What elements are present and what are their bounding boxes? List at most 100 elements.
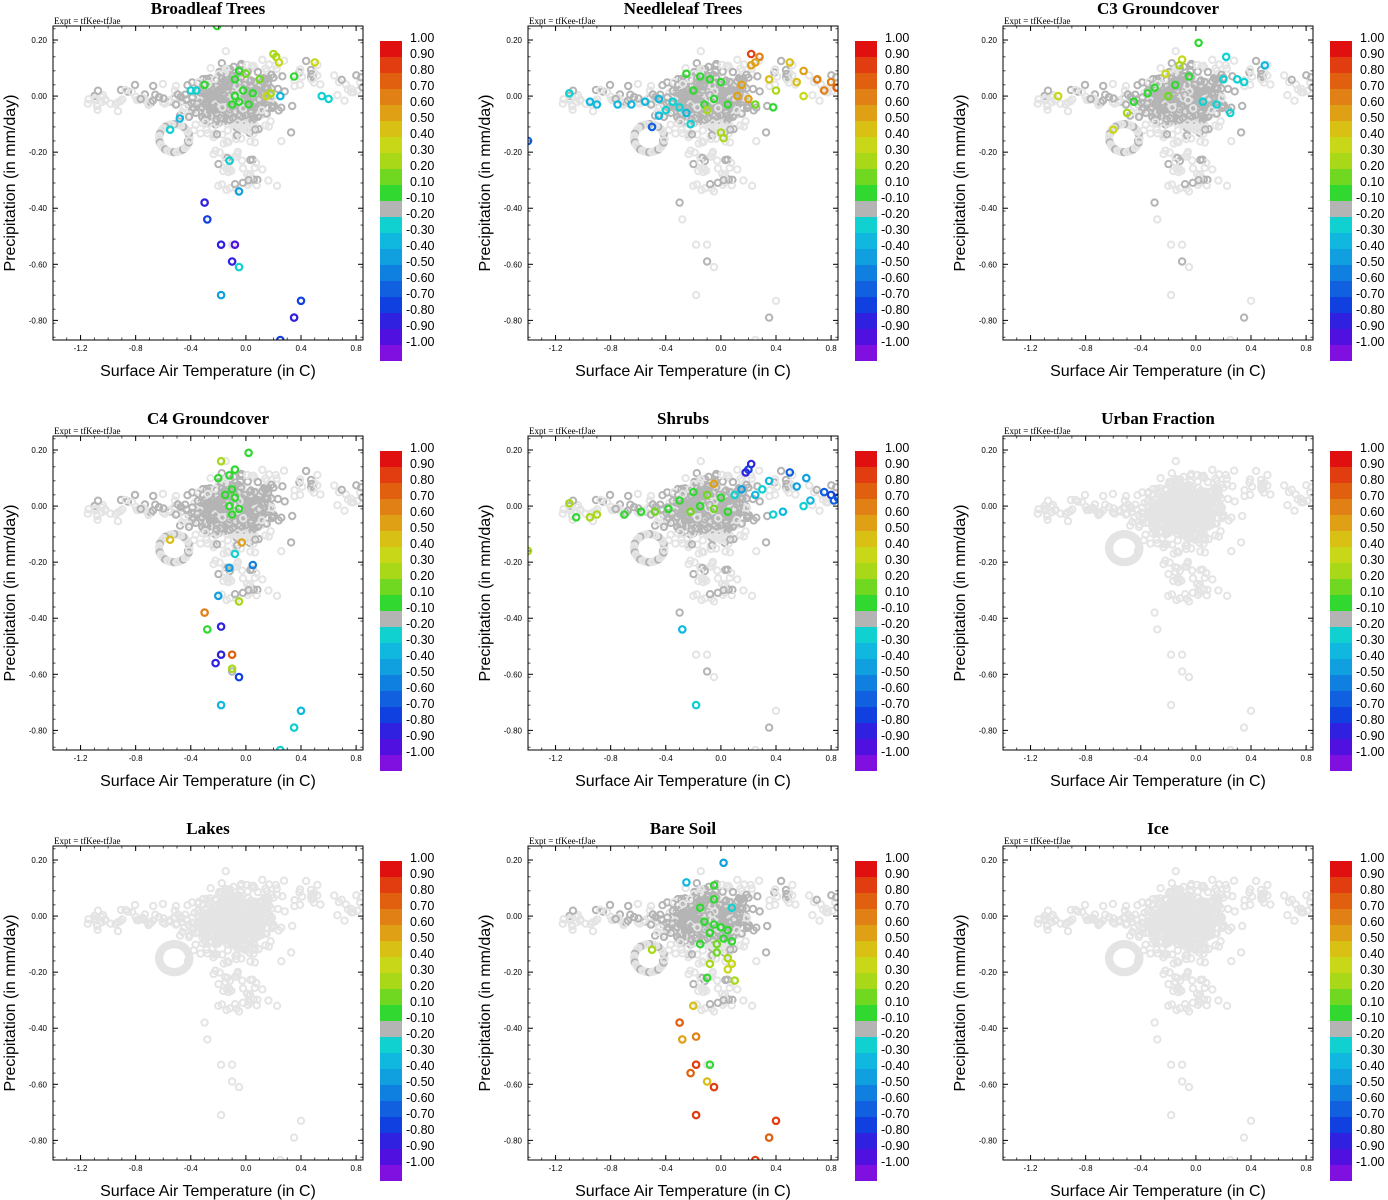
background-point: [208, 123, 217, 133]
colorbar-label: 0.20: [885, 159, 909, 173]
colorbar-label: 0.90: [885, 47, 909, 61]
colorbar-label: 0.70: [885, 79, 909, 93]
background-point: [267, 84, 276, 93]
data-point: [244, 100, 253, 109]
background-point: [92, 100, 102, 110]
background-point: [558, 99, 567, 108]
colorbar-label: 0.50: [885, 111, 909, 125]
panel-title: C3 Groundcover: [1097, 0, 1219, 18]
data-point: [248, 560, 258, 570]
colorbar-label: -0.90: [1356, 319, 1385, 333]
background-point: [656, 500, 665, 509]
background-point: [206, 474, 215, 483]
background-point: [689, 159, 698, 169]
background-point: [1182, 134, 1191, 144]
background-point: [333, 91, 342, 100]
colorbar-label: 0.60: [885, 505, 909, 519]
background-point: [725, 548, 735, 557]
background-point: [718, 67, 727, 76]
background-point: [225, 574, 234, 584]
background-point: [212, 540, 222, 549]
background-point: [217, 74, 227, 83]
colorbar-swatch: [380, 515, 402, 531]
colorbar-label: 0.90: [410, 47, 434, 61]
background-point: [171, 491, 181, 501]
data-point: [1175, 61, 1184, 70]
background-point: [702, 667, 712, 676]
data-point: [832, 83, 838, 92]
data-point: [289, 72, 299, 81]
background-point: [211, 556, 220, 565]
background-point: [239, 124, 248, 133]
background-point: [199, 490, 208, 499]
background-point: [660, 136, 669, 145]
colorbar-swatch: [855, 57, 877, 73]
background-point: [1187, 134, 1196, 143]
data-point: [1239, 77, 1249, 87]
background-point: [251, 535, 260, 544]
background-point: [232, 134, 241, 144]
background-point: [173, 500, 183, 509]
data-point: [266, 89, 276, 98]
background-point: [702, 240, 712, 249]
background-point: [687, 115, 696, 124]
background-point: [148, 96, 158, 105]
data-point: [225, 501, 234, 511]
colorbar-label: -0.80: [881, 713, 910, 727]
colorbar-swatch: [1330, 185, 1352, 201]
y-tick-label: -0.80: [979, 316, 998, 325]
background-point: [1201, 125, 1210, 134]
data-point: [214, 591, 223, 601]
data-point: [244, 448, 253, 458]
y-tick-label: 0.20: [506, 36, 522, 45]
background-point: [180, 103, 189, 113]
background-point: [690, 148, 699, 157]
data-point: [220, 490, 230, 500]
background-point: [605, 490, 615, 500]
background-point: [1194, 96, 1203, 106]
data-point: [237, 538, 247, 547]
background-point: [246, 76, 256, 85]
background-point: [633, 489, 643, 499]
background-point: [1184, 187, 1194, 196]
background-point: [692, 469, 701, 478]
background-point: [1178, 113, 1187, 123]
background-point: [696, 64, 705, 74]
background-point: [1190, 80, 1199, 90]
background-point: [1200, 163, 1209, 173]
colorbar-swatch: [1330, 329, 1352, 345]
data-point: [225, 470, 234, 480]
colorbar-swatch: [855, 451, 877, 467]
background-point: [709, 262, 719, 272]
colorbar-label: 0.60: [1360, 95, 1384, 109]
colorbar-swatch: [855, 345, 877, 361]
background-point: [568, 105, 577, 115]
data-point: [764, 476, 774, 486]
background-point: [93, 86, 103, 95]
data-point: [647, 122, 657, 132]
y-tick-label: -0.20: [979, 148, 998, 157]
colorbar-swatch: [380, 105, 402, 121]
colorbar-swatch: [1330, 281, 1352, 297]
data-point: [654, 111, 664, 121]
colorbar-swatch: [1330, 121, 1352, 137]
data-point: [709, 94, 719, 104]
background-point: [253, 67, 263, 77]
background-point: [1151, 118, 1160, 127]
colorbar-swatch: [855, 659, 877, 675]
colorbar-label: 1.00: [410, 31, 434, 45]
background-point: [272, 181, 282, 191]
background-point: [1167, 59, 1177, 68]
data-point: [750, 100, 760, 109]
colorbar-label: -0.80: [406, 303, 435, 317]
background-point: [713, 164, 723, 173]
data-point: [211, 658, 220, 668]
data-point: [200, 198, 209, 207]
background-point: [207, 104, 217, 113]
colorbar-swatch: [855, 265, 877, 281]
background-point: [243, 477, 252, 486]
colorbar-swatch: [380, 185, 402, 201]
background-point: [271, 470, 280, 480]
background-point: [258, 575, 267, 584]
